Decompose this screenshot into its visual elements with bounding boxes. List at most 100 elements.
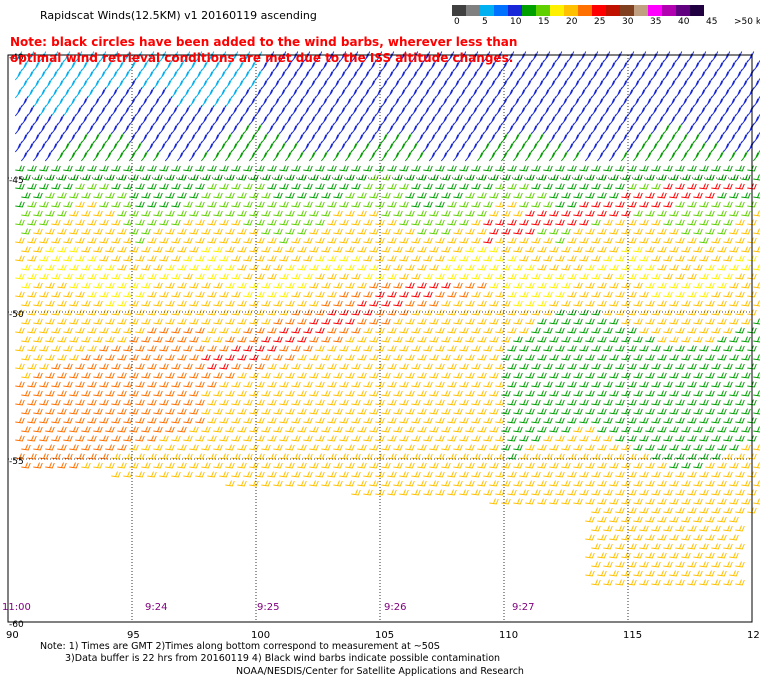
wind-barb <box>590 141 599 153</box>
wind-barb <box>549 174 559 181</box>
wind-barb <box>243 417 253 424</box>
wind-barb <box>27 237 37 244</box>
wind-barb <box>99 345 109 352</box>
wind-barb <box>705 300 715 307</box>
wind-barb <box>675 327 685 334</box>
wind-barb <box>627 291 637 298</box>
wind-barb <box>518 69 527 81</box>
wind-barb <box>489 264 499 271</box>
wind-barb <box>297 462 307 469</box>
wind-barb <box>363 471 373 478</box>
wind-barb <box>387 327 397 334</box>
wind-barb <box>219 363 229 370</box>
wind-barb <box>501 462 511 469</box>
wind-barb <box>147 219 157 226</box>
wind-barb <box>405 390 415 397</box>
wind-barb <box>495 237 505 244</box>
wind-barb <box>537 210 547 217</box>
wind-barb <box>362 87 371 99</box>
wind-barb <box>171 471 181 478</box>
wind-barb <box>681 444 691 451</box>
wind-barb <box>645 390 655 397</box>
wind-barb <box>99 255 109 262</box>
wind-barb <box>735 489 745 496</box>
wind-barb <box>477 228 487 235</box>
wind-barb <box>117 246 127 253</box>
wind-barb <box>213 282 223 289</box>
wind-barb <box>411 273 421 280</box>
wind-barb <box>387 273 397 280</box>
wind-barb <box>261 408 271 415</box>
wind-barb <box>303 165 313 172</box>
wind-barb <box>231 363 241 370</box>
wind-barb <box>63 219 73 226</box>
wind-barb <box>639 543 649 550</box>
wind-barb <box>266 123 275 135</box>
wind-barb <box>39 381 49 388</box>
wind-barb <box>723 183 733 190</box>
wind-barb <box>465 426 475 433</box>
wind-barb <box>519 453 529 460</box>
wind-barb <box>15 165 25 172</box>
wind-barb <box>693 192 703 199</box>
wind-barb <box>201 228 211 235</box>
wind-barb <box>566 123 575 135</box>
wind-barb <box>405 264 415 271</box>
wind-barb <box>243 237 253 244</box>
wind-barb <box>68 60 77 72</box>
legend-label: 25 <box>594 17 606 27</box>
wind-barb <box>597 336 607 343</box>
wind-barb <box>278 87 287 99</box>
wind-barb <box>609 516 619 523</box>
wind-barb <box>285 210 295 217</box>
wind-barb <box>315 435 325 442</box>
wind-barb <box>477 408 487 415</box>
wind-barb <box>608 150 617 162</box>
wind-barb <box>135 309 145 316</box>
wind-barb <box>525 390 535 397</box>
wind-barb <box>69 282 79 289</box>
wind-barb <box>705 444 715 451</box>
wind-barb <box>92 96 101 108</box>
wind-barb <box>111 165 121 172</box>
wind-barb <box>501 390 511 397</box>
wind-barb <box>351 165 361 172</box>
wind-barb <box>417 354 427 361</box>
wind-barb <box>249 354 259 361</box>
wind-barb <box>81 246 91 253</box>
wind-barb <box>669 498 679 505</box>
wind-barb <box>152 60 161 72</box>
wind-barb <box>428 132 437 144</box>
wind-barb <box>357 480 367 487</box>
wind-barb <box>603 489 613 496</box>
wind-barb <box>441 300 451 307</box>
wind-barb <box>266 105 275 117</box>
wind-barb <box>675 453 685 460</box>
wind-barb <box>561 174 571 181</box>
wind-barb <box>429 426 439 433</box>
wind-barb <box>435 309 445 316</box>
wind-barb <box>561 246 571 253</box>
wind-barb <box>51 453 61 460</box>
wind-barb <box>122 141 131 153</box>
wind-barb <box>350 123 359 135</box>
wind-barb <box>315 345 325 352</box>
wind-barb <box>170 141 179 153</box>
wind-barb <box>44 114 53 126</box>
wind-barb <box>128 114 137 126</box>
wind-barb <box>513 354 523 361</box>
wind-barb <box>680 114 689 126</box>
wind-barb <box>345 480 355 487</box>
wind-barb <box>387 237 397 244</box>
wind-barb <box>152 114 161 126</box>
wind-barb <box>267 363 277 370</box>
wind-barb <box>411 255 421 262</box>
wind-barb <box>489 210 499 217</box>
wind-barb <box>302 105 311 117</box>
wind-barb <box>477 246 487 253</box>
wind-barb <box>213 354 223 361</box>
legend-label: 30 <box>622 17 634 27</box>
wind-barb <box>260 114 269 126</box>
wind-barb <box>723 381 733 388</box>
wind-barb <box>591 543 601 550</box>
